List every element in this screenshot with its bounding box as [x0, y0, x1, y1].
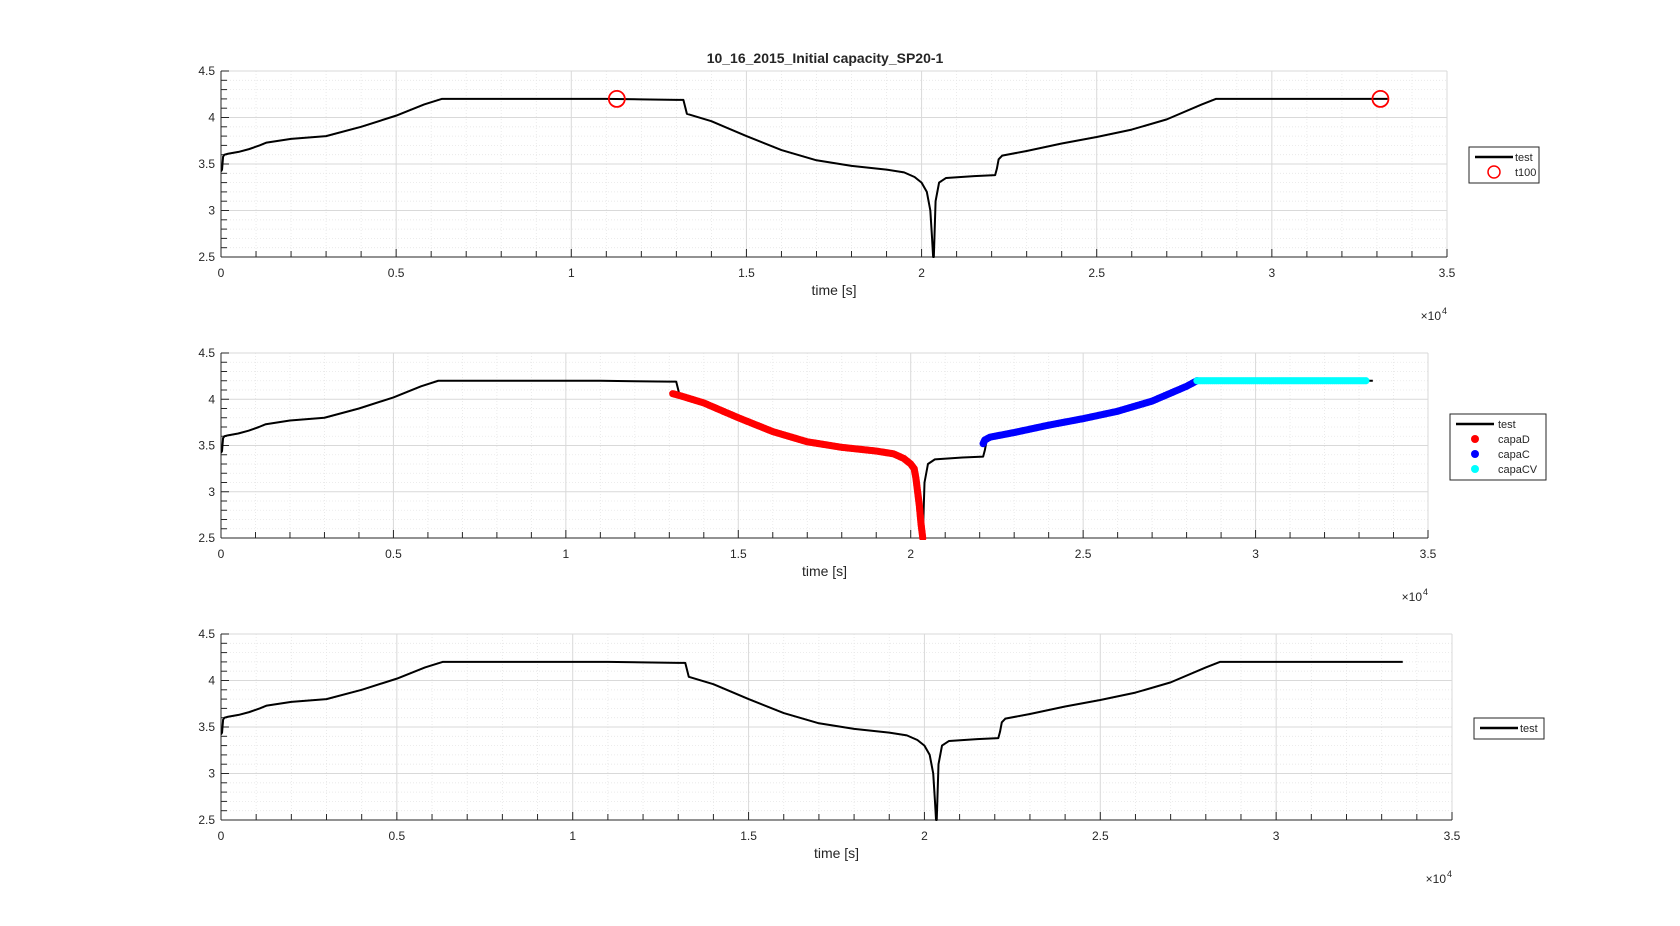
series-line-test [221, 660, 1403, 821]
legend-label-t100: t100 [1515, 167, 1536, 179]
x-tick-label: 1 [563, 547, 570, 561]
x-exponent-power-3: 4 [1447, 869, 1452, 879]
x-tick-label: 0 [218, 266, 225, 280]
x-exponent-2: ×10 [1402, 590, 1423, 604]
x-tick-label: 0.5 [385, 547, 402, 561]
x-axis-label-2: time [s] [802, 563, 847, 579]
x-exponent-3: ×10 [1426, 872, 1447, 886]
x-tick-label: 0.5 [388, 266, 405, 280]
x-axis-label-3: time [s] [814, 845, 859, 861]
point-capaD [919, 534, 927, 540]
legend-label-capaD: capaD [1498, 434, 1530, 446]
data-layer-2 [221, 377, 1373, 540]
legend-label-test: test [1498, 419, 1516, 431]
x-tick-label: 2 [921, 829, 928, 843]
legend-label-test: test [1520, 723, 1538, 735]
legend-swatch-t100 [1487, 165, 1501, 179]
x-tick-label: 1.5 [738, 266, 755, 280]
x-tick-label: 2.5 [1075, 547, 1092, 561]
y-tick-label: 4 [208, 674, 215, 688]
x-tick-label: 3 [1252, 547, 1259, 561]
legend-label-capaCV: capaCV [1498, 464, 1538, 476]
legend-label-test: test [1515, 152, 1533, 164]
x-exponent-1: ×10 [1421, 309, 1442, 323]
x-tick-label: 3 [1269, 266, 1276, 280]
legend-2: test capaD capaC capaCV [1449, 413, 1547, 481]
y-tick-label: 4.5 [198, 64, 215, 78]
y-tick-label: 3 [208, 485, 215, 499]
legend-swatch-capaCV [1471, 465, 1479, 473]
x-tick-label: 3.5 [1439, 266, 1456, 280]
x-tick-label: 1 [568, 266, 575, 280]
x-tick-label: 1 [569, 829, 576, 843]
legend-swatch-capaD [1471, 435, 1479, 443]
x-exponent-power-2: 4 [1423, 587, 1428, 597]
legend-swatch-capaC [1471, 450, 1479, 458]
data-layer-3 [221, 660, 1403, 821]
legend-label-capaC: capaC [1498, 449, 1530, 461]
x-tick-label: 0.5 [389, 829, 406, 843]
series-capaCV [1193, 377, 1370, 385]
series-capaD [669, 390, 927, 540]
figure-title: 10_16_2015_Initial capacity_SP20-1 [707, 50, 944, 66]
marker-t100 [1371, 90, 1390, 108]
x-tick-label: 3.5 [1444, 829, 1461, 843]
x-tick-label: 0 [218, 829, 225, 843]
marker-t100 [607, 90, 626, 108]
y-tick-label: 2.5 [198, 531, 215, 545]
y-tick-label: 3.5 [198, 720, 215, 734]
y-tick-label: 4 [208, 111, 215, 125]
y-tick-label: 2.5 [198, 813, 215, 827]
y-tick-label: 3 [208, 767, 215, 781]
legend-3: test [1473, 717, 1545, 740]
y-tick-label: 4 [208, 392, 215, 406]
legend-box-1 [1468, 146, 1540, 184]
series-capaC [979, 377, 1201, 448]
x-tick-label: 2.5 [1088, 266, 1105, 280]
x-tick-label: 2.5 [1092, 829, 1109, 843]
y-tick-label: 3.5 [198, 157, 215, 171]
y-tick-label: 3.5 [198, 439, 215, 453]
x-tick-label: 1.5 [740, 829, 757, 843]
x-axis-label-1: time [s] [811, 282, 856, 298]
data-layer-1 [221, 90, 1390, 258]
x-exponent-power-1: 4 [1442, 306, 1447, 316]
series-line-test [221, 97, 1388, 258]
x-tick-label: 3 [1273, 829, 1280, 843]
point-capaCV [1362, 377, 1370, 385]
y-tick-label: 4.5 [198, 346, 215, 360]
x-tick-label: 2 [907, 547, 914, 561]
x-tick-label: 3.5 [1420, 547, 1437, 561]
legend-1: test t100 [1468, 146, 1540, 184]
y-tick-label: 4.5 [198, 627, 215, 641]
y-tick-label: 2.5 [198, 250, 215, 264]
x-tick-label: 2 [918, 266, 925, 280]
y-tick-label: 3 [208, 204, 215, 218]
x-tick-label: 1.5 [730, 547, 747, 561]
x-tick-label: 0 [218, 547, 225, 561]
